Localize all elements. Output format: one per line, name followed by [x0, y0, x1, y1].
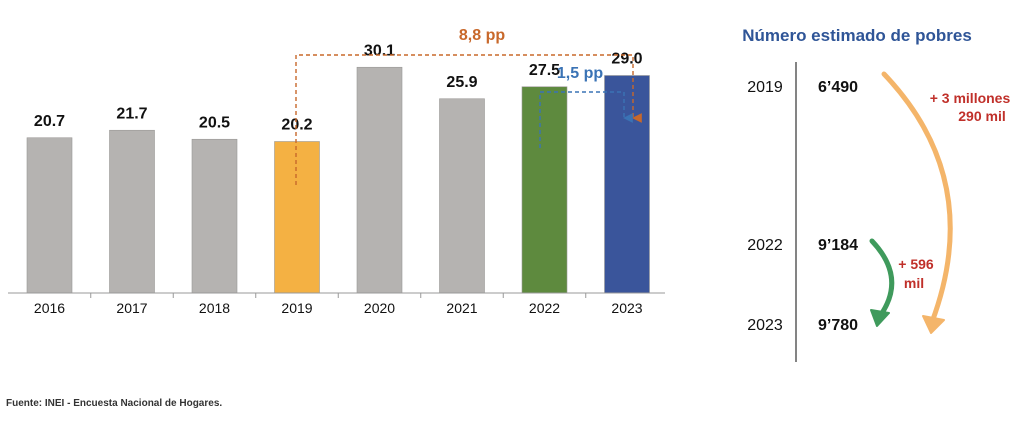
x-axis-ticks: 2016 2017 2018 2019 2020 2021 2022 2023 — [34, 293, 643, 316]
poverty-value-2019: 6’490 — [818, 79, 858, 96]
bar-2016 — [26, 137, 73, 294]
bar-2023 — [604, 75, 650, 294]
arrow-long-label-line1: + 3 millones — [930, 90, 1011, 106]
value-label-2023: 29.0 — [611, 51, 642, 68]
arrow-long-label-line2: 290 mil — [958, 108, 1005, 124]
source-note: Fuente: INEI - Encuesta Nacional de Hoga… — [6, 398, 223, 409]
value-label-2020: 30.1 — [364, 42, 395, 59]
poverty-value-2023: 9’780 — [818, 317, 858, 334]
bar-series — [26, 66, 650, 294]
bracket-1-5pp — [539, 91, 633, 148]
value-labels: 20.7 21.7 20.5 20.2 30.1 25.9 27.5 29.0 — [34, 42, 643, 133]
arrow-long-head-icon — [922, 315, 945, 334]
bracket-8-8pp — [295, 54, 642, 185]
poverty-year-2023: 2023 — [747, 317, 783, 334]
bar-2022 — [521, 86, 568, 294]
tick-label-2019: 2019 — [281, 300, 312, 316]
tick-label-2021: 2021 — [446, 300, 477, 316]
tick-label-2022: 2022 — [529, 300, 560, 316]
bar-2020 — [356, 66, 403, 294]
poverty-value-2022: 9’184 — [818, 237, 858, 254]
annotation-1-5pp: 1,5 pp — [557, 65, 603, 82]
tick-label-2017: 2017 — [116, 300, 147, 316]
poverty-panel-title: Número estimado de pobres — [742, 26, 972, 45]
value-label-2018: 20.5 — [199, 114, 230, 131]
arrow-short-head-icon — [870, 309, 890, 327]
tick-label-2016: 2016 — [34, 300, 65, 316]
tick-label-2023: 2023 — [611, 300, 642, 316]
arrow-short-label-line2: mil — [904, 275, 924, 291]
value-label-2021: 25.9 — [446, 74, 477, 91]
bar-2017 — [109, 129, 155, 294]
value-label-2019: 20.2 — [281, 117, 312, 134]
arrow-short-label-line1: + 596 — [898, 256, 934, 272]
bar-2021 — [439, 98, 485, 294]
tick-label-2018: 2018 — [199, 300, 230, 316]
value-label-2017: 21.7 — [116, 105, 147, 122]
arrow-long-icon — [881, 71, 953, 325]
annotation-8-8pp: 8,8 pp — [459, 27, 505, 44]
bar-2018 — [191, 138, 238, 294]
tick-label-2020: 2020 — [364, 300, 395, 316]
arrow-short-icon — [869, 238, 895, 319]
value-label-2016: 20.7 — [34, 113, 65, 130]
poverty-year-2022: 2022 — [747, 237, 783, 254]
value-label-2022: 27.5 — [529, 62, 560, 79]
poverty-year-2019: 2019 — [747, 79, 783, 96]
bar-2019 — [274, 141, 320, 294]
